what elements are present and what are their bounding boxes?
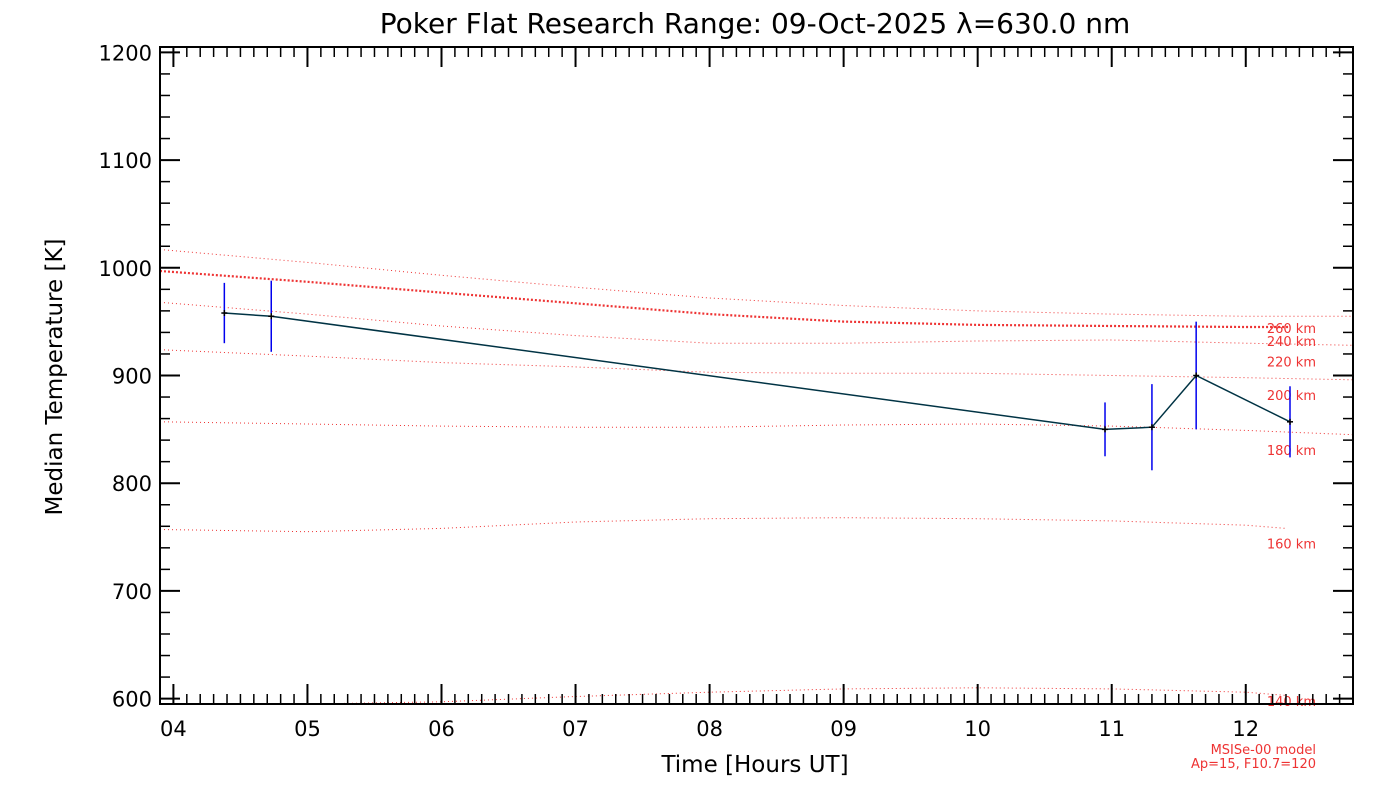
x-tick-label: 04 [160,717,187,741]
axis-ticks [159,47,1354,704]
model-line-160km [159,517,1287,533]
y-tick-label: 800 [112,472,152,496]
model-label-180km: 180 km [1267,444,1316,459]
x-tick-labels: 04 05 06 07 08 09 10 11 12 [160,717,1259,741]
x-tick-label: 09 [830,717,857,741]
y-tick-label: 900 [112,365,152,389]
chart-title: Poker Flat Research Range: 09-Oct-2025 λ… [380,7,1131,40]
y-tick-label: 1200 [99,41,152,65]
y-tick-label: 1000 [99,257,152,281]
model-lines [159,249,1354,705]
model-line-260km [159,269,1290,329]
x-tick-label: 07 [562,717,589,741]
x-tick-label: 11 [1098,717,1125,741]
y-tick-label: 700 [112,580,152,604]
model-label-240km: 240 km [1267,335,1316,350]
x-axis-label: Time [Hours UT] [660,752,848,778]
x-tick-label: 12 [1232,717,1259,741]
x-tick-label: 05 [294,717,321,741]
model-label-260km: 260 km [1267,322,1316,337]
model-label-200km: 200 km [1267,389,1316,404]
model-line-140km [160,687,1287,705]
x-tick-label: 06 [428,717,455,741]
model-note-line1: MSISe-00 model [1211,743,1316,758]
x-tick-label: 10 [964,717,991,741]
model-note-line2: Ap=15, F10.7=120 [1191,757,1316,772]
y-tick-labels: 600 700 800 900 1000 1100 1200 [99,41,152,711]
x-tick-label: 08 [696,717,723,741]
y-tick-label: 600 [112,688,152,712]
model-line-200km [159,349,1354,381]
y-tick-label: 1100 [99,149,152,173]
model-line-180km [159,421,1354,436]
data-series [221,280,1293,471]
y-axis-label: Median Temperature [K] [42,239,68,516]
model-line-240km [159,249,1353,317]
model-label-220km: 220 km [1267,355,1316,370]
model-line-220km [159,301,1354,346]
model-label-160km: 160 km [1267,538,1316,553]
model-label-140km: 140 km [1267,695,1316,710]
plot-frame [159,46,1354,705]
data-line [224,312,1291,431]
